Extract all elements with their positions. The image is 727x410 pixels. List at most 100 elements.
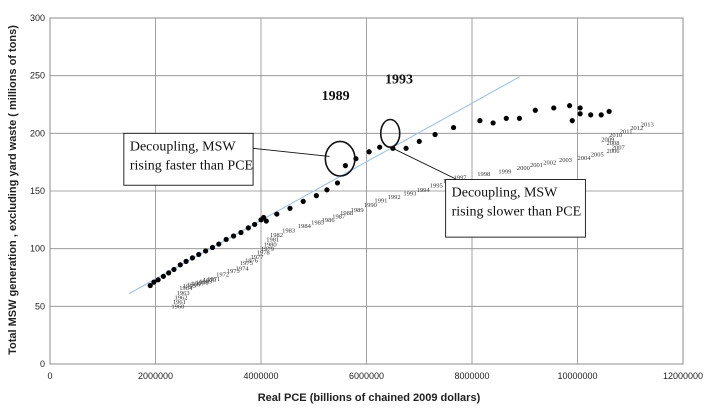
highlight-ellipse xyxy=(324,140,356,177)
year-label: 1983 xyxy=(282,228,295,235)
data-point xyxy=(245,225,251,231)
data-point xyxy=(216,241,222,247)
year-label: 1964 xyxy=(179,285,193,292)
data-point xyxy=(300,198,306,204)
year-label: 1977 xyxy=(250,254,264,261)
callout-text: Decoupling, MSW xyxy=(130,139,237,154)
year-label: 2008 xyxy=(607,140,620,147)
year-labels: 1960196119621963196419651966196719681969… xyxy=(171,121,653,310)
data-point xyxy=(598,112,604,118)
x-tick-label: 8000000 xyxy=(454,371,489,381)
data-point xyxy=(177,262,183,268)
x-tick-label: 12000000 xyxy=(663,371,703,381)
callout-box xyxy=(445,179,586,238)
year-label: 1967 xyxy=(191,281,205,288)
data-point xyxy=(432,131,438,138)
y-tick-label: 0 xyxy=(40,359,45,369)
year-label: 2013 xyxy=(641,121,654,128)
year-label: 1969 xyxy=(199,278,212,285)
x-tick-label: 10000000 xyxy=(557,371,597,381)
data-point xyxy=(342,163,348,169)
data-point xyxy=(183,258,189,264)
year-label: 2006 xyxy=(607,148,621,155)
data-point xyxy=(490,120,496,126)
year-label: 2003 xyxy=(559,157,572,164)
gridlines xyxy=(49,17,684,365)
data-point xyxy=(366,149,372,155)
y-tick-label: 50 xyxy=(35,301,45,311)
data-point xyxy=(551,105,557,111)
callout-pointer xyxy=(253,147,330,157)
data-point xyxy=(569,118,575,124)
x-axis-title: Real PCE (billions of chained 2009 dolla… xyxy=(258,392,481,404)
year-label: 1974 xyxy=(236,266,250,273)
data-point xyxy=(274,211,280,217)
year-label: 1985 xyxy=(311,219,324,226)
data-point xyxy=(166,270,172,276)
annotations: 1989 1993 Decoupling, MSW rising faster tha… xyxy=(123,73,586,238)
data-point xyxy=(196,251,202,258)
y-tick-label: 150 xyxy=(30,186,45,196)
year-label: 1994 xyxy=(417,187,431,194)
data-point xyxy=(450,124,457,131)
year-label: 1961 xyxy=(173,299,186,306)
year-label: 1979 xyxy=(261,246,274,253)
data-point xyxy=(588,112,594,118)
data-point xyxy=(477,118,483,124)
y-tick-label: 100 xyxy=(30,244,45,254)
year-label: 2009 xyxy=(601,136,614,143)
year-label: 1995 xyxy=(430,183,443,190)
year-label: 1984 xyxy=(298,223,312,230)
year-label: 1975 xyxy=(240,260,253,267)
x-tick-label: 0 xyxy=(47,371,52,381)
x-tick-label: 4000000 xyxy=(243,371,278,381)
year-label: 1962 xyxy=(174,294,187,301)
year-label: 1991 xyxy=(374,198,387,205)
year-label: 1960 xyxy=(171,304,184,311)
data-point xyxy=(155,277,161,283)
data-point xyxy=(160,273,167,279)
year-label: 1987 xyxy=(332,214,346,221)
data-point xyxy=(313,193,319,199)
year-label: 2005 xyxy=(591,151,604,158)
year-label: 1970 xyxy=(203,277,216,284)
year-label: 1997 xyxy=(454,174,468,181)
x-tick-label: 2000000 xyxy=(138,371,173,381)
callout-pointer xyxy=(392,147,462,183)
year-label: 1993 xyxy=(403,191,416,198)
data-point xyxy=(532,107,538,113)
year-label: 1982 xyxy=(270,232,283,239)
data-point xyxy=(238,229,244,236)
callout-text: rising slower than PCE xyxy=(452,204,582,219)
data-point xyxy=(147,282,153,289)
year-label: 2001 xyxy=(530,162,543,169)
callout-box xyxy=(123,132,254,186)
year-label: 1981 xyxy=(266,237,279,244)
data-points xyxy=(147,103,612,289)
data-point xyxy=(516,115,523,121)
data-point xyxy=(209,244,216,251)
y-tick-label: 250 xyxy=(30,71,45,81)
year-label: 1963 xyxy=(177,290,190,297)
data-point xyxy=(403,145,409,151)
year-label: 1998 xyxy=(477,171,490,178)
annotation-year-1989: 1989 xyxy=(322,89,350,104)
year-label: 1965 xyxy=(183,283,196,290)
data-point xyxy=(203,248,209,254)
x-tick-label: 6000000 xyxy=(349,371,384,381)
year-label: 2010 xyxy=(609,132,622,139)
year-label: 2004 xyxy=(578,155,592,162)
data-point xyxy=(230,233,237,239)
data-point xyxy=(416,138,422,145)
data-point xyxy=(577,111,583,117)
year-label: 1978 xyxy=(257,249,270,256)
data-point xyxy=(189,255,196,261)
year-label: 1971 xyxy=(207,276,220,283)
y-tick-label: 200 xyxy=(30,128,45,138)
year-label: 1988 xyxy=(340,210,353,217)
year-label: 2002 xyxy=(543,159,556,166)
data-point xyxy=(377,144,383,150)
year-label: 1972 xyxy=(216,271,229,278)
year-label: 1989 xyxy=(351,207,364,214)
